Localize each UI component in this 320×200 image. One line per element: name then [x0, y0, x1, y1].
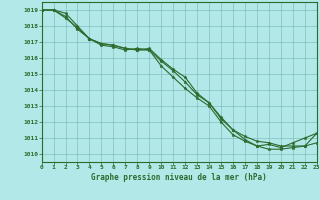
X-axis label: Graphe pression niveau de la mer (hPa): Graphe pression niveau de la mer (hPa) [91, 173, 267, 182]
